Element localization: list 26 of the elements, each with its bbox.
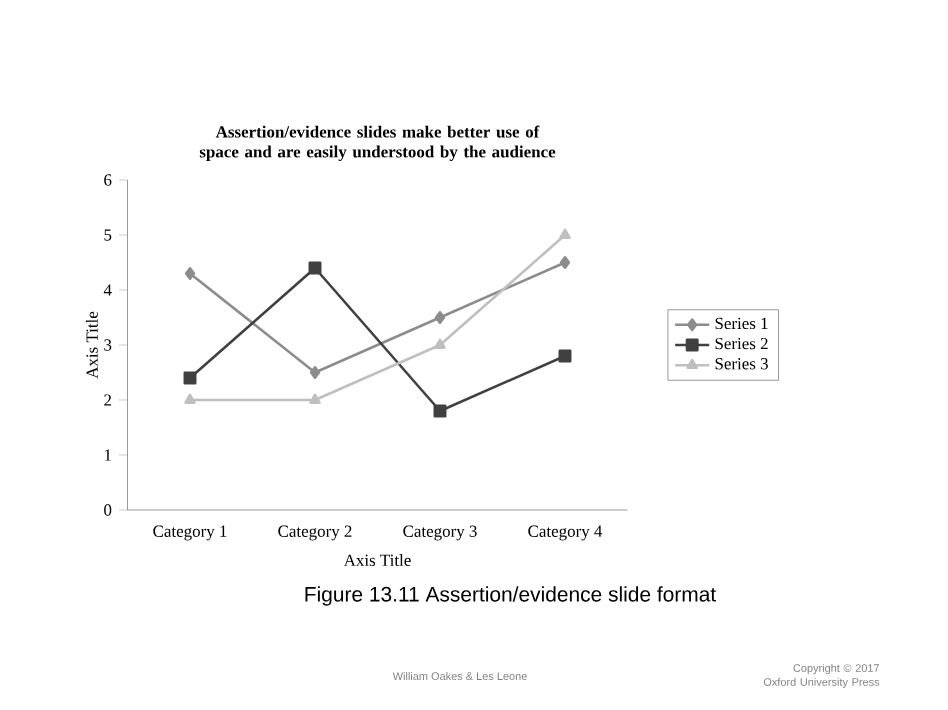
- x-axis-title: Axis Title: [343, 554, 411, 566]
- y-tick-label: 6: [104, 174, 112, 186]
- legend-label: Series 3: [715, 358, 768, 370]
- caption: Figure 13.11 Assertion/evidence slide format: [305, 586, 717, 606]
- y-tick-label: 0: [104, 504, 112, 516]
- y-tick-label: 3: [104, 339, 112, 351]
- legend-label: Series 1: [715, 317, 768, 330]
- y-tick-label: 1: [104, 449, 111, 461]
- point: [184, 393, 196, 404]
- y-tick-label: 5: [104, 229, 112, 241]
- x-tick-label: Category 4: [528, 525, 603, 541]
- x-tick-label: Category 2: [278, 525, 352, 541]
- point: [434, 311, 446, 324]
- y-tick-label: 2: [104, 394, 112, 406]
- point: [559, 256, 571, 269]
- y-axis-title: Axis Title: [85, 311, 98, 379]
- legend-label: Series 2: [715, 337, 768, 350]
- y-tick-label: 4: [103, 284, 112, 296]
- point: [309, 366, 321, 379]
- point: [434, 338, 446, 349]
- point: [184, 267, 196, 280]
- point: [559, 228, 571, 239]
- x-tick-label: Category 1: [153, 525, 227, 541]
- chart-title: Assertion/evidence slides make better use of space and are easily understood by the audience: [199, 125, 556, 162]
- x-tick-label: Category 3: [403, 525, 477, 541]
- point: [309, 393, 321, 404]
